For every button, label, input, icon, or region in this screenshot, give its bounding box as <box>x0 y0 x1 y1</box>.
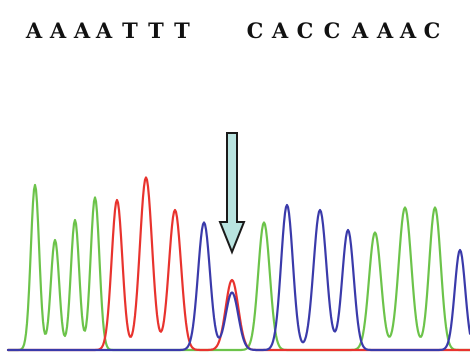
base-call-g1-5: A <box>376 18 394 43</box>
base-call-g1-7: C <box>424 18 441 43</box>
base-call-g0-4: T <box>122 18 138 43</box>
base-call-g0-2: A <box>73 18 91 43</box>
trace-a <box>6 183 470 352</box>
base-call-g0-5: T <box>148 18 164 43</box>
base-call-g1-3: C <box>324 18 341 43</box>
base-call-g1-0: C <box>247 18 264 43</box>
base-call-g0-6: T <box>174 18 190 43</box>
base-call-g1-1: A <box>271 18 289 43</box>
base-call-g0-1: A <box>49 18 67 43</box>
base-call-g0-3: A <box>95 18 113 43</box>
base-call-g1-6: A <box>399 18 417 43</box>
trace-c <box>6 203 470 352</box>
base-call-g1-4: A <box>351 18 369 43</box>
base-call-g0-0: A <box>25 18 43 43</box>
arrow-shape <box>218 132 246 255</box>
trace-channels <box>6 176 470 352</box>
mutation-arrow-icon <box>218 132 246 255</box>
base-call-g1-2: C <box>297 18 314 43</box>
